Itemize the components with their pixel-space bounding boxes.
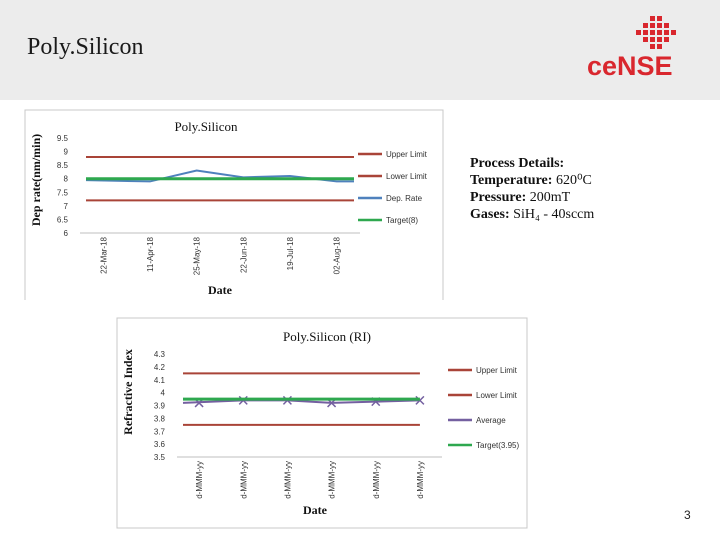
y-tick-label: 7.5 <box>57 188 69 197</box>
x-tick-label: 25-May-18 <box>193 236 202 275</box>
y-tick-label: 8.5 <box>57 161 69 170</box>
x-tick-label: 02-Aug-18 <box>333 236 342 274</box>
y-tick-label: 9 <box>64 148 69 157</box>
chart-title: Poly.Silicon <box>174 119 238 134</box>
y-tick-label: 6.5 <box>57 215 69 224</box>
page-number: 3 <box>684 508 691 522</box>
x-tick-label: d-MMM-yy <box>195 461 204 499</box>
y-tick-label: 3.9 <box>154 402 166 411</box>
y-tick-label: 3.6 <box>154 440 166 449</box>
x-axis-label: Date <box>208 283 233 297</box>
x-axis-label: Date <box>303 503 328 517</box>
y-tick-label: 3.7 <box>154 427 166 436</box>
x-tick-label: d-MMM-yy <box>372 461 381 499</box>
x-tick-label: d-MMM-yy <box>239 461 248 499</box>
legend-label: Target(8) <box>386 216 418 225</box>
y-axis-label: Dep rate(nm/min) <box>29 134 43 226</box>
legend-label: Average <box>476 416 506 425</box>
chart-frame <box>24 109 444 300</box>
process-temperature: Temperature: 620⁰C <box>470 173 592 188</box>
x-tick-label: d-MMM-yy <box>416 461 425 499</box>
legend-label: Upper Limit <box>386 150 428 159</box>
series-line-2 <box>182 399 420 404</box>
y-tick-label: 3.5 <box>154 453 166 462</box>
page-title: Poly.Silicon <box>27 34 144 60</box>
process-gases: Gases: SiH₄ - 40sccm <box>470 207 595 222</box>
y-tick-label: 7 <box>64 202 69 211</box>
dep-rate-chart: Poly.Silicon Dep rate(nm/min) Date 9.5 9 8.5 8… <box>24 109 444 300</box>
x-tick-label: 22-Mar-18 <box>99 236 108 273</box>
chart-frame <box>116 317 528 529</box>
x-tick-label: 19-Jul-18 <box>286 236 295 270</box>
logo-text: ceNSE <box>587 51 673 81</box>
y-tick-label: 9.5 <box>57 134 69 143</box>
y-tick-label: 8 <box>64 175 69 184</box>
x-tick-label: d-MMM-yy <box>328 461 337 499</box>
x-tick-label: d-MMM-yy <box>283 461 292 499</box>
process-details: Process Details: Temperature: 620⁰C Pres… <box>470 155 594 223</box>
legend-label: Target(3.95) <box>476 441 519 450</box>
x-tick-label: 11-Apr-18 <box>146 236 155 272</box>
slide-header: Poly.Silicon ceNSE <box>0 0 720 100</box>
y-tick-label: 4.2 <box>154 363 166 372</box>
chart-title: Poly.Silicon (RI) <box>283 329 371 344</box>
cense-logo: ceNSE <box>587 16 676 81</box>
legend-label: Lower Limit <box>476 391 518 400</box>
process-heading: Process Details: <box>470 156 565 171</box>
y-tick-label: 3.8 <box>154 414 166 423</box>
y-tick-label: 4.1 <box>154 376 166 385</box>
legend-label: Lower Limit <box>386 172 428 181</box>
y-tick-label: 4 <box>161 389 166 398</box>
logo-dot-grid-icon <box>636 16 676 49</box>
y-tick-label: 6 <box>64 229 69 238</box>
y-tick-label: 4.3 <box>154 350 166 359</box>
legend-label: Dep. Rate <box>386 194 423 203</box>
y-axis-label: Refractive Index <box>121 349 135 435</box>
legend-label: Upper Limit <box>476 366 518 375</box>
process-pressure: Pressure: 200mT <box>470 190 571 205</box>
x-tick-label: 22-Jun-18 <box>239 236 248 273</box>
